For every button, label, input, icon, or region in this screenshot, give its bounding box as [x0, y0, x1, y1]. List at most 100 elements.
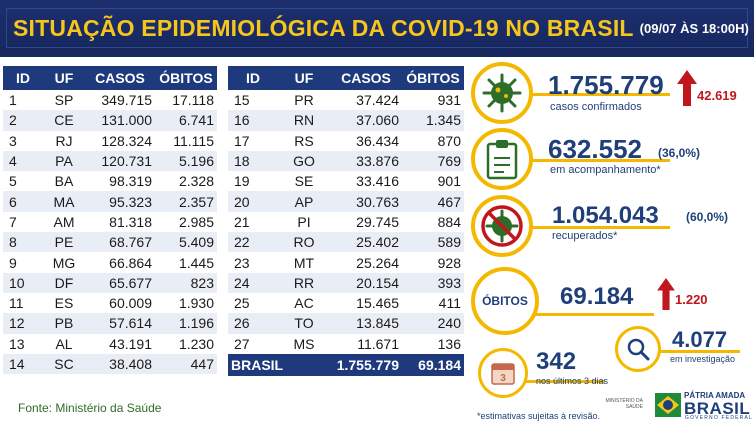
cell-casos: 98.319: [109, 173, 152, 190]
cell-uf: TO: [278, 313, 330, 334]
governo-federal-text: GOVERNO FEDERAL: [685, 415, 754, 421]
cell-obitos: 928: [437, 254, 461, 271]
cell-obitos: 589: [402, 232, 464, 253]
cell-uf: MT: [293, 254, 315, 271]
stat-underline: [520, 159, 670, 162]
table-header-row: ID UF CASOS ÓBITOS: [3, 66, 217, 90]
header-banner: SITUAÇÃO EPIDEMIOLÓGICA DA COVID-19 NO B…: [0, 0, 754, 57]
arrow-up-icon: [657, 278, 675, 310]
cell-casos: 120.731: [85, 150, 155, 172]
recuperados-value: 1.054.043: [552, 202, 659, 229]
cell-id: 7: [9, 213, 17, 230]
cell-casos: 43.191: [109, 335, 152, 352]
cell-obitos: 6.741: [155, 110, 217, 131]
table-total-row: BRASIL 1.755.779 69.184: [228, 353, 464, 376]
table-row: 25 AC 15.465 411: [228, 293, 464, 313]
investigacao-value: 4.077: [672, 327, 728, 352]
cell-casos: 57.614: [85, 313, 155, 334]
obitos-badge: ÓBITOS: [471, 267, 539, 335]
cell-uf: GO: [278, 150, 330, 172]
cell-uf: MS: [293, 335, 315, 352]
cell-obitos: 240: [402, 313, 464, 334]
table-row: 10 DF 65.677 823: [3, 272, 217, 293]
cell-uf: RR: [278, 272, 330, 293]
table-row: 27 MS 11.671 136: [228, 334, 464, 354]
cell-casos: 66.864: [109, 254, 152, 271]
cell-casos: 349.715: [101, 92, 152, 109]
cell-obitos: 1.445: [178, 254, 214, 271]
cell-id: 3: [9, 132, 17, 149]
cell-uf: SE: [294, 173, 314, 190]
cell-id: 20: [228, 191, 278, 212]
source-note: Fonte: Ministério da Saúde: [18, 401, 162, 415]
cell-id: 21: [234, 213, 250, 230]
cell-id: 12: [3, 313, 43, 334]
cell-id: 9: [9, 254, 17, 271]
total-label: BRASIL: [228, 353, 330, 376]
cell-obitos: 2.357: [155, 191, 217, 212]
table-row: 23 MT 25.264 928: [228, 252, 464, 272]
cell-uf: AP: [278, 191, 330, 212]
stat-underline: [640, 350, 740, 353]
ultimos-value: 342: [536, 348, 577, 375]
cell-id: 18: [228, 150, 278, 172]
table-row: 7 AM 81.318 2.985: [3, 212, 217, 232]
table-row: 8 PE 68.767 5.409: [3, 232, 217, 253]
table-row: 21 PI 29.745 884: [228, 212, 464, 232]
cell-obitos: 1.345: [402, 110, 464, 131]
table-row: 26 TO 13.845 240: [228, 313, 464, 334]
ministry-label: MINISTÉRIO DA SAÚDE: [605, 398, 643, 410]
magnifier-icon: [615, 326, 661, 372]
table-row: 4 PA 120.731 5.196: [3, 150, 217, 172]
cell-casos: 33.876: [330, 150, 402, 172]
cell-id: 22: [228, 232, 278, 253]
clipboard-graphic: [486, 140, 518, 180]
cell-id: 16: [228, 110, 278, 131]
col-casos: CASOS: [330, 66, 402, 90]
table-row: 13 AL 43.191 1.230: [3, 334, 217, 354]
cell-casos: 25.264: [356, 254, 399, 271]
calendar-number: 3: [500, 373, 506, 384]
col-uf: UF: [278, 66, 330, 90]
cell-uf: RO: [278, 232, 330, 253]
cell-casos: 60.009: [109, 295, 152, 312]
brasil-logo-text: BRASIL: [684, 399, 751, 418]
table-row: 19 SE 33.416 901: [228, 171, 464, 191]
cell-obitos: 11.115: [173, 132, 214, 149]
table-row: 17 RS 36.434 870: [228, 131, 464, 151]
cell-obitos: 1.196: [155, 313, 217, 334]
table-row: 14 SC 38.408 447: [3, 353, 217, 375]
cell-obitos: 931: [437, 92, 461, 109]
investigacao-label: em investigação: [670, 354, 736, 364]
confirmados-label: casos confirmados: [550, 101, 642, 113]
table-row: 2 CE 131.000 6.741: [3, 110, 217, 131]
col-casos: CASOS: [85, 66, 155, 90]
cell-casos: 25.402: [330, 232, 402, 253]
cell-uf: RJ: [55, 132, 73, 149]
cell-obitos: 2.985: [178, 213, 214, 230]
table-row: 22 RO 25.402 589: [228, 232, 464, 253]
cell-id: 23: [234, 254, 250, 271]
cell-casos: 11.671: [357, 335, 399, 352]
cell-id: 8: [3, 232, 43, 253]
total-obitos: 69.184: [402, 353, 464, 376]
cell-id: 1: [9, 92, 17, 109]
obitos-value: 69.184: [560, 283, 634, 310]
cell-uf: PR: [294, 92, 314, 109]
brasil-flag-logo: [655, 393, 681, 417]
col-obitos: ÓBITOS: [155, 66, 217, 90]
ultimos-label: nos últimos 3 dias: [536, 376, 609, 386]
table-row: 16 RN 37.060 1.345: [228, 110, 464, 131]
cell-casos: 13.845: [330, 313, 402, 334]
cell-uf: AM: [53, 213, 75, 230]
cell-id: 13: [9, 335, 25, 352]
cell-uf: BA: [54, 173, 74, 190]
cell-uf: PI: [297, 213, 311, 230]
cell-casos: 33.416: [356, 173, 399, 190]
clipboard-icon: [471, 128, 533, 190]
cell-casos: 37.424: [356, 92, 399, 109]
acompanhamento-pct: (36,0%): [658, 146, 701, 160]
cell-id: 26: [228, 313, 278, 334]
no-virus-graphic: [481, 205, 523, 247]
report-date: (09/07 ÀS 18:00H): [639, 20, 749, 36]
